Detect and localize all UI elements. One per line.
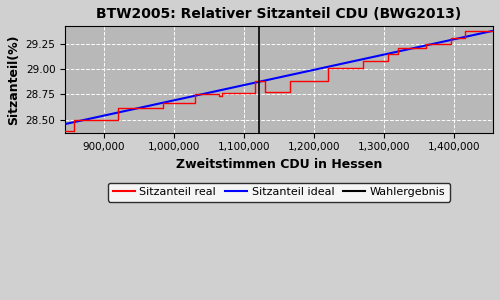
Legend: Sitzanteil real, Sitzanteil ideal, Wahlergebnis: Sitzanteil real, Sitzanteil ideal, Wahle… <box>108 183 450 202</box>
Title: BTW2005: Relativer Sitzanteil CDU (BWG2013): BTW2005: Relativer Sitzanteil CDU (BWG20… <box>96 7 462 21</box>
X-axis label: Zweitstimmen CDU in Hessen: Zweitstimmen CDU in Hessen <box>176 158 382 171</box>
Y-axis label: Sitzanteil(%): Sitzanteil(%) <box>7 34 20 125</box>
